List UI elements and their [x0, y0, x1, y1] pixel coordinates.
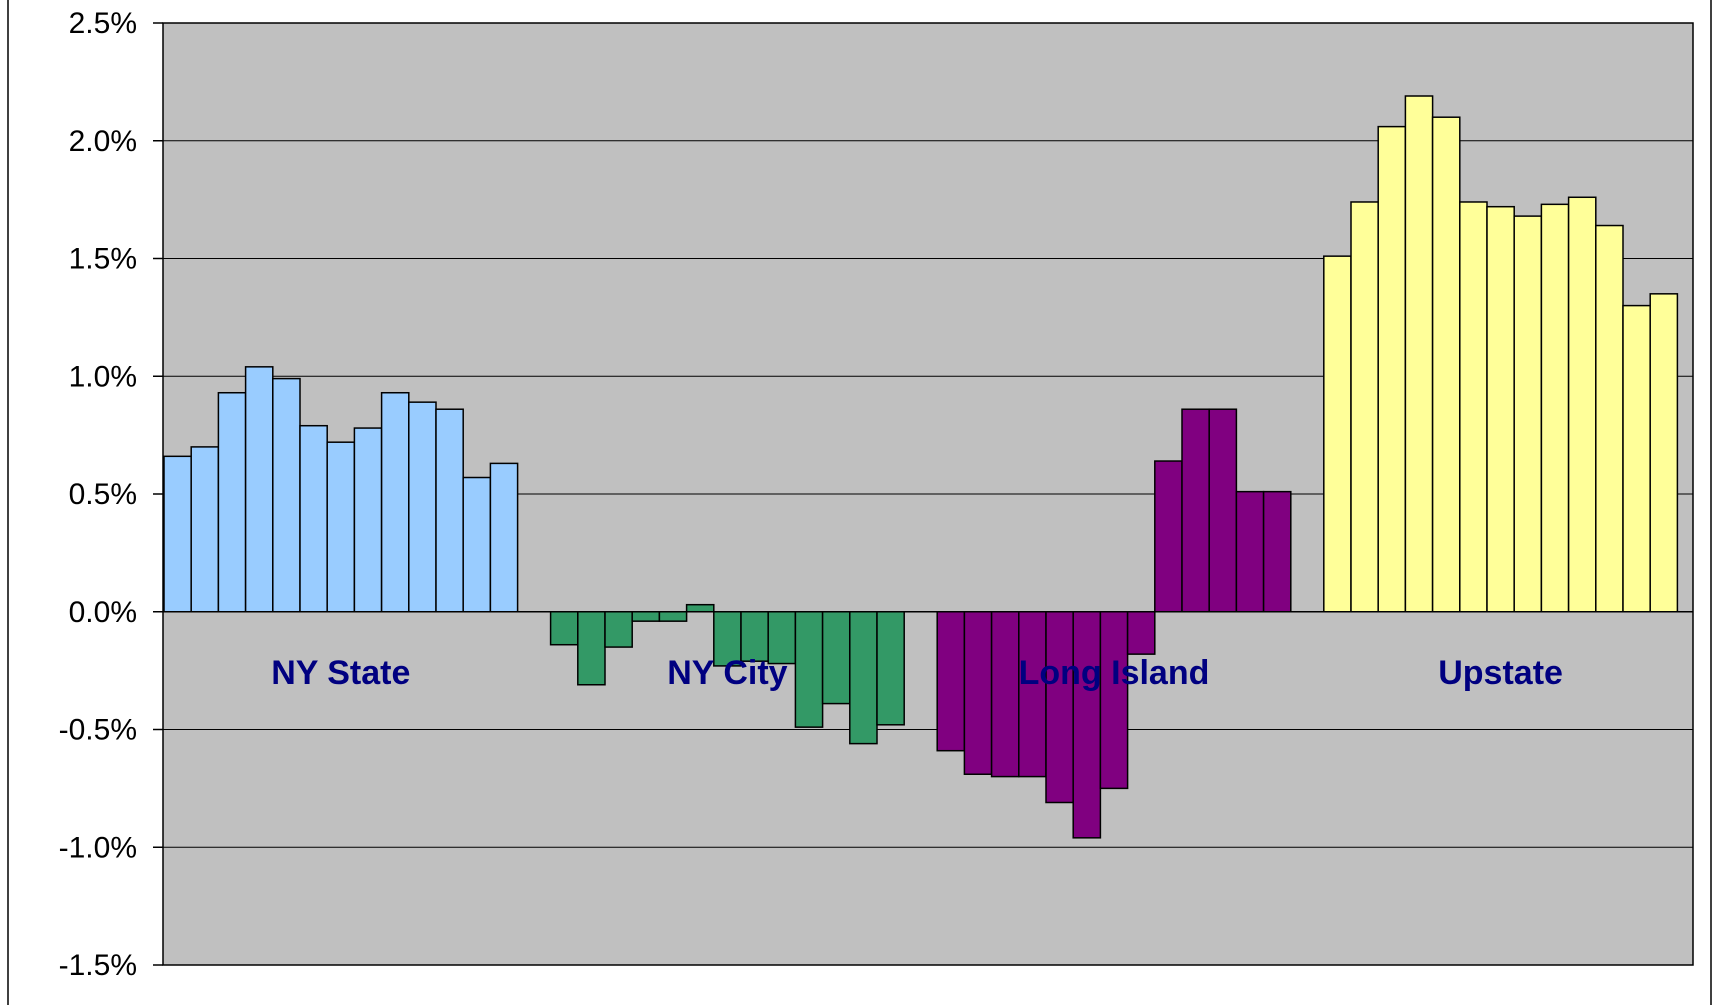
bar [1154, 460, 1183, 613]
bar [435, 408, 464, 613]
bar [1323, 255, 1352, 613]
bar [217, 391, 247, 613]
bar [849, 611, 878, 745]
bar [604, 611, 633, 648]
bar [1513, 215, 1543, 613]
bar [380, 391, 410, 613]
bar [1595, 224, 1624, 613]
bar [821, 611, 851, 705]
y-tick-label: 0.0% [69, 596, 137, 629]
bars [163, 95, 1679, 839]
bar [577, 611, 606, 686]
bar [963, 611, 993, 775]
bar [794, 611, 824, 728]
y-tick-label: -0.5% [59, 714, 137, 747]
y-tick-label: 1.5% [69, 243, 137, 276]
bar [1622, 304, 1651, 613]
bar [1099, 611, 1129, 790]
bar [353, 427, 383, 613]
y-tick-label: 2.5% [69, 7, 137, 40]
bar [631, 611, 661, 622]
bar [1459, 201, 1488, 613]
y-tick-label: 2.0% [69, 125, 137, 158]
bar [767, 611, 797, 665]
bar [658, 611, 688, 622]
bar [936, 611, 966, 752]
bar [1350, 201, 1379, 613]
bar [272, 377, 301, 613]
bar [1126, 611, 1156, 655]
bar [1262, 490, 1292, 613]
group-labels: NY State NY City Long Island Upstate [271, 654, 1563, 692]
bar [685, 603, 715, 613]
bar [1540, 203, 1570, 613]
bar [190, 446, 220, 613]
bar [990, 611, 1020, 778]
bar [299, 424, 328, 613]
group-label: Long Island [1019, 654, 1210, 692]
bar [326, 441, 356, 613]
bar [1404, 95, 1434, 613]
bar [1235, 490, 1265, 613]
bar [876, 611, 905, 726]
bar [1072, 611, 1102, 839]
bar [408, 401, 437, 613]
y-axis-ticks: 2.5% 2.0% 1.5% 1.0% 0.5% 0.0% -0.5% -1.0% -1.5% [59, 7, 163, 982]
bar [163, 455, 192, 613]
bar [549, 611, 579, 646]
y-tick-label: -1.0% [59, 831, 137, 864]
y-tick-label: 1.0% [69, 360, 137, 393]
bar [244, 366, 274, 613]
y-tick-label: 0.5% [69, 478, 137, 511]
group-label: NY City [667, 654, 787, 692]
bar [1567, 196, 1597, 613]
bar [1377, 125, 1407, 613]
group-label: NY State [271, 654, 410, 692]
y-tick-label: -1.5% [59, 949, 137, 982]
chart-outer-border [7, 0, 1712, 1005]
group-label: Upstate [1438, 654, 1563, 692]
bar [489, 462, 519, 613]
bar [1018, 611, 1047, 778]
bar [1431, 116, 1461, 613]
bar [1208, 408, 1238, 613]
bar [462, 476, 492, 613]
bar [1181, 408, 1210, 613]
bar [1045, 611, 1074, 804]
bar [1486, 205, 1515, 613]
bar [1649, 293, 1679, 613]
